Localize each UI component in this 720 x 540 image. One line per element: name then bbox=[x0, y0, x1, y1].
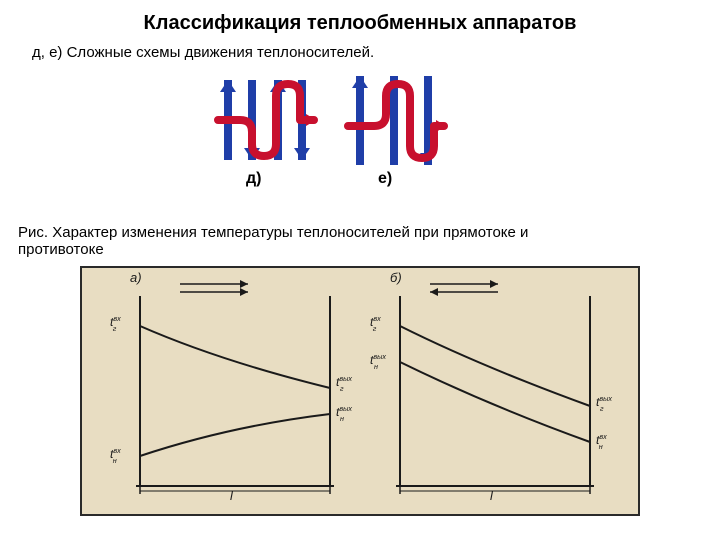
page-title: Классификация теплообменных аппаратов bbox=[0, 12, 720, 35]
scheme-label-d: д) bbox=[246, 170, 261, 188]
scheme-label-e: е) bbox=[378, 170, 392, 188]
caption-line2: противотоке bbox=[18, 241, 104, 258]
subtitle: д, е) Сложные схемы движения теплоносите… bbox=[32, 44, 374, 61]
figure-caption: Рис. Характер изменения температуры тепл… bbox=[18, 224, 528, 258]
caption-line1: Рис. Характер изменения температуры тепл… bbox=[18, 224, 528, 241]
svg-text:б): б) bbox=[390, 270, 402, 285]
svg-text:а): а) bbox=[130, 270, 142, 285]
temperature-charts: а)tвхгtвхнtвыхгtвыхнlб)tвхгtвыхнtвыхгtвх… bbox=[80, 266, 640, 516]
